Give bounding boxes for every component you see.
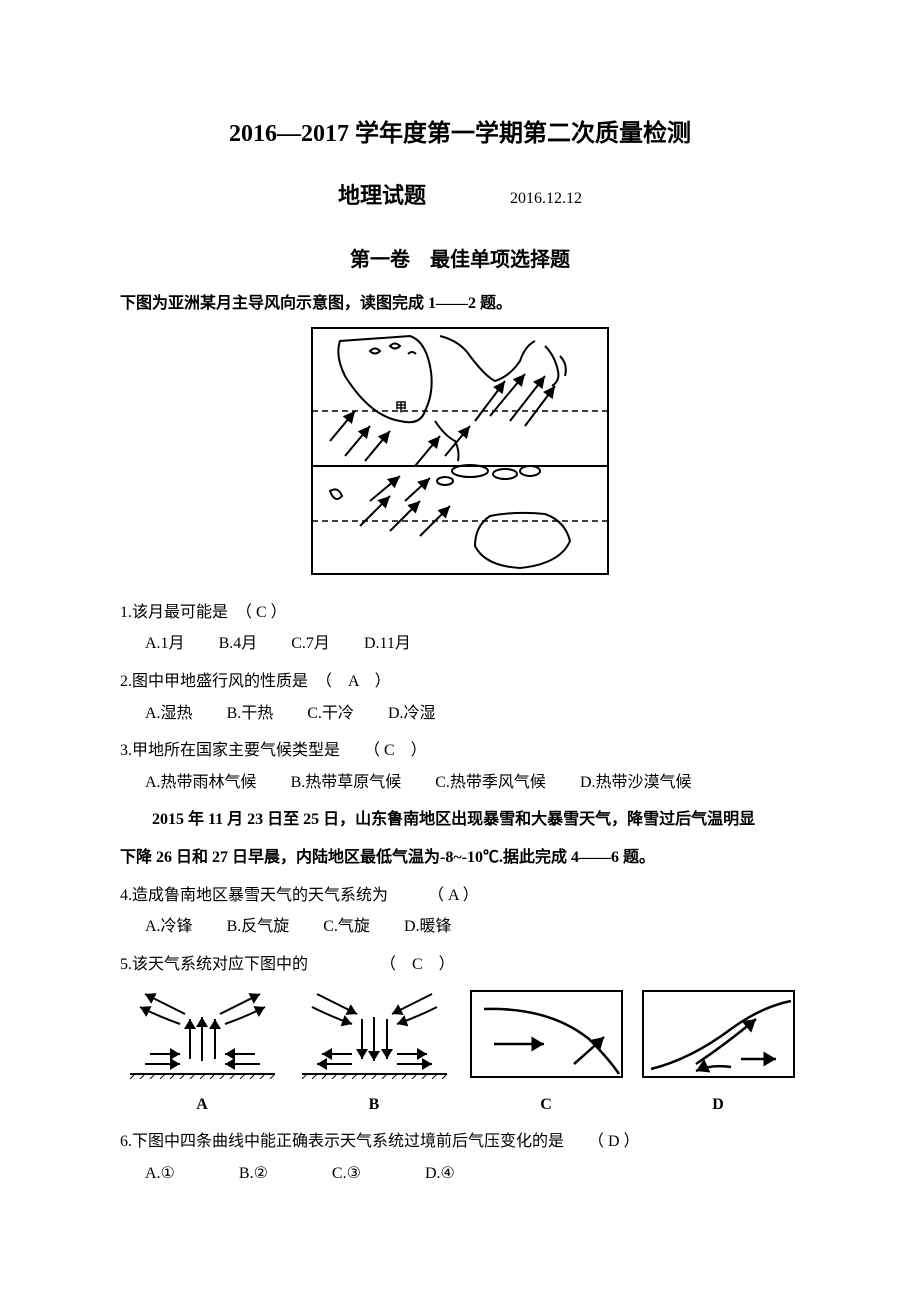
q6-opt-a: A.① xyxy=(145,1161,175,1187)
context-line1: 2015 年 11 月 23 日至 25 日，山东鲁南地区出现暴雪和大暴雪天气，… xyxy=(120,807,800,833)
q6-stem: 6.下图中四条曲线中能正确表示天气系统过境前后气压变化的是 （ D ） xyxy=(120,1129,800,1155)
q4-opt-a: A.冷锋 xyxy=(145,914,193,940)
q1-opt-a: A.1月 xyxy=(145,631,185,657)
q2-opt-b: B.干热 xyxy=(227,701,274,727)
q5-stem: 5.该天气系统对应下图中的 （ C ） xyxy=(120,952,800,978)
q6-options: A.① B.② C.③ D.④ xyxy=(145,1161,800,1187)
q2-opt-d: D.冷湿 xyxy=(388,701,436,727)
main-title: 2016—2017 学年度第一学期第二次质量检测 xyxy=(120,115,800,153)
subtitle: 地理试题 xyxy=(338,178,426,213)
diagram-label-c: C xyxy=(464,1092,628,1118)
q6-opt-b: B.② xyxy=(239,1161,268,1187)
q2-opt-c: C.干冷 xyxy=(307,701,354,727)
q3-stem: 3.甲地所在国家主要气候类型是 （ C ） xyxy=(120,738,800,764)
q6-opt-d: D.④ xyxy=(425,1161,455,1187)
diagram-d: D xyxy=(636,989,800,1117)
q1-opt-c: C.7月 xyxy=(291,631,330,657)
q3-opt-b: B.热带草原气候 xyxy=(291,770,402,796)
diagram-a: A xyxy=(120,989,284,1117)
intro-text-1: 下图为亚洲某月主导风向示意图，读图完成 1——2 题。 xyxy=(120,291,800,317)
weather-diagrams: A B C xyxy=(120,989,800,1117)
q6-opt-c: C.③ xyxy=(332,1161,361,1187)
q3-opt-d: D.热带沙漠气候 xyxy=(580,770,692,796)
q4-stem: 4.造成鲁南地区暴雪天气的天气系统为 （ A ） xyxy=(120,883,800,909)
q3-options: A.热带雨林气候 B.热带草原气候 C.热带季风气候 D.热带沙漠气候 xyxy=(145,770,800,796)
q4-opt-b: B.反气旋 xyxy=(227,914,290,940)
q1-opt-d: D.11月 xyxy=(364,631,411,657)
q1-options: A.1月 B.4月 C.7月 D.11月 xyxy=(145,631,800,657)
exam-date: 2016.12.12 xyxy=(510,186,582,212)
q3-opt-c: C.热带季风气候 xyxy=(435,770,546,796)
q3-opt-a: A.热带雨林气候 xyxy=(145,770,257,796)
q4-options: A.冷锋 B.反气旋 C.气旋 D.暖锋 xyxy=(145,914,800,940)
section-title: 第一卷 最佳单项选择题 xyxy=(120,244,800,276)
context-line2: 下降 26 日和 27 日早晨，内陆地区最低气温为-8~-10℃.据此完成 4—… xyxy=(120,845,800,871)
svg-text:甲: 甲 xyxy=(395,400,407,414)
diagram-c: C xyxy=(464,989,628,1117)
q4-opt-d: D.暖锋 xyxy=(404,914,452,940)
title-row: 地理试题 2016.12.12 xyxy=(120,178,800,213)
q4-opt-c: C.气旋 xyxy=(323,914,370,940)
q2-options: A.湿热 B.干热 C.干冷 D.冷湿 xyxy=(145,701,800,727)
q1-stem: 1.该月最可能是 （ C ） xyxy=(120,600,800,626)
diagram-b: B xyxy=(292,989,456,1117)
q1-opt-b: B.4月 xyxy=(219,631,258,657)
q2-stem: 2.图中甲地盛行风的性质是 （ A ） xyxy=(120,669,800,695)
diagram-label-b: B xyxy=(292,1092,456,1118)
q2-opt-a: A.湿热 xyxy=(145,701,193,727)
diagram-label-d: D xyxy=(636,1092,800,1118)
asia-wind-map: 0° 甲 xyxy=(120,326,800,585)
diagram-label-a: A xyxy=(120,1092,284,1118)
